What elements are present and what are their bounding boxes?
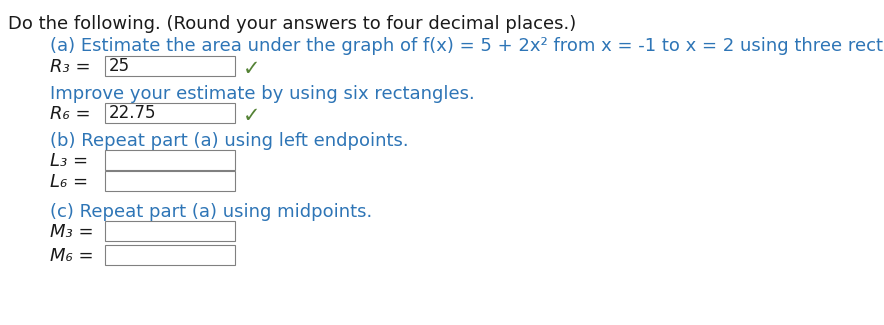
FancyBboxPatch shape bbox=[105, 56, 235, 76]
Text: 25: 25 bbox=[109, 57, 130, 75]
Text: (b) Repeat part (a) using left endpoints.: (b) Repeat part (a) using left endpoints… bbox=[50, 132, 408, 150]
Text: (a) Estimate the area under the graph of f(x) = 5 + 2x² from x = -1 to x = 2 usi: (a) Estimate the area under the graph of… bbox=[50, 37, 884, 55]
FancyBboxPatch shape bbox=[105, 171, 235, 191]
Text: L₃ =: L₃ = bbox=[50, 152, 88, 170]
FancyBboxPatch shape bbox=[105, 221, 235, 241]
Text: M₃ =: M₃ = bbox=[50, 223, 94, 241]
Text: ✓: ✓ bbox=[243, 106, 261, 126]
Text: M₆ =: M₆ = bbox=[50, 247, 94, 265]
FancyBboxPatch shape bbox=[105, 103, 235, 123]
FancyBboxPatch shape bbox=[105, 150, 235, 170]
FancyBboxPatch shape bbox=[105, 245, 235, 265]
Text: R₃ =: R₃ = bbox=[50, 58, 91, 76]
Text: ✓: ✓ bbox=[243, 59, 261, 79]
Text: 22.75: 22.75 bbox=[109, 104, 156, 122]
Text: L₆ =: L₆ = bbox=[50, 173, 88, 191]
Text: (c) Repeat part (a) using midpoints.: (c) Repeat part (a) using midpoints. bbox=[50, 203, 372, 221]
Text: Do the following. (Round your answers to four decimal places.): Do the following. (Round your answers to… bbox=[8, 15, 576, 33]
Text: Improve your estimate by using six rectangles.: Improve your estimate by using six recta… bbox=[50, 85, 475, 103]
Text: R₆ =: R₆ = bbox=[50, 105, 91, 123]
